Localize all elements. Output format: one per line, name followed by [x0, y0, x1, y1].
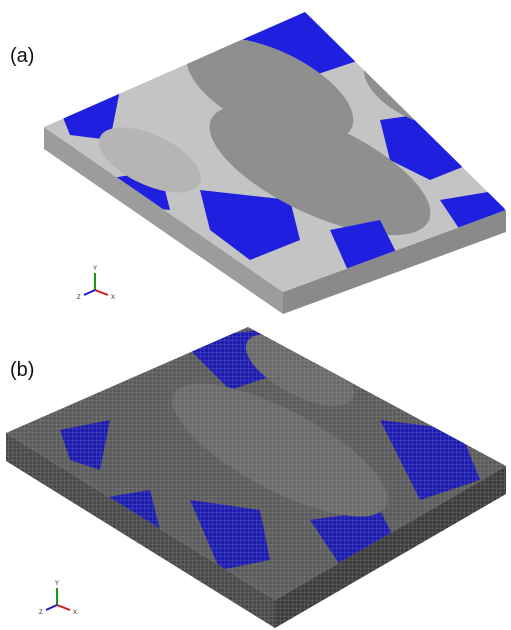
- axis-label: Z: [39, 610, 43, 616]
- axis-label: Y: [55, 581, 59, 587]
- side-face: [44, 127, 283, 314]
- axis-label: Y: [93, 266, 97, 272]
- model-b: (b) Y Z X: [6, 327, 506, 628]
- axis-label: Z: [77, 295, 81, 301]
- axis-triad: Y Z X: [77, 266, 115, 301]
- side-face: [283, 210, 506, 314]
- axis-label: X: [73, 610, 77, 616]
- axis-triad: Y Z X: [39, 581, 77, 616]
- panel-label: (b): [10, 359, 34, 381]
- model-a: (a) Y Z X: [10, 12, 506, 314]
- panel-label: (a): [10, 45, 34, 67]
- axis-label: X: [111, 295, 115, 301]
